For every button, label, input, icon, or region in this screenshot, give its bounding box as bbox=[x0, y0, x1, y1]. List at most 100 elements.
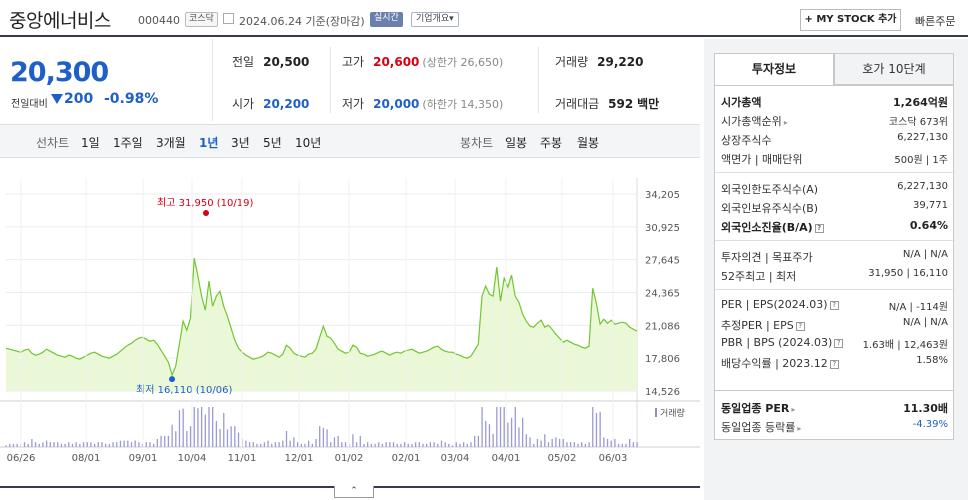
high-marker bbox=[203, 210, 209, 216]
company-overview-button[interactable]: 기업개요▾ bbox=[411, 12, 459, 27]
volume-bar bbox=[592, 407, 594, 447]
volume-bar bbox=[289, 440, 291, 447]
volume-bar bbox=[389, 442, 391, 447]
x-tick-label: 12/01 bbox=[285, 453, 314, 464]
chevron-right-icon[interactable]: ▸ bbox=[783, 118, 788, 127]
volume-bar bbox=[547, 442, 550, 447]
y-tick-label: 14,526 bbox=[645, 387, 680, 398]
info-row: 투자의견 | 목표주가 N/A | N/A bbox=[721, 249, 948, 265]
volume-bar bbox=[529, 437, 531, 447]
volume-bar bbox=[212, 407, 214, 447]
tab-3y[interactable]: 3년 bbox=[231, 136, 250, 150]
tab-3m[interactable]: 3개월 bbox=[156, 136, 186, 150]
info-row: 52주최고 | 최저 31,950 | 16,110 bbox=[721, 268, 948, 284]
info-row: 동일업종 등락률 ▸ -4.39% bbox=[721, 419, 948, 435]
volume-legend-swatch bbox=[655, 408, 657, 417]
help-icon[interactable]: ? bbox=[834, 339, 844, 348]
volume-bar bbox=[315, 439, 317, 447]
x-tick-label: 09/01 bbox=[129, 453, 158, 464]
info-row-label: 상장주식수 bbox=[721, 134, 772, 147]
volume-bar bbox=[326, 429, 328, 447]
volume-bar bbox=[322, 427, 325, 447]
help-icon[interactable]: ? bbox=[829, 360, 839, 369]
volume-bar bbox=[606, 439, 609, 447]
tab-daily[interactable]: 일봉 bbox=[505, 136, 528, 150]
chevron-right-icon[interactable]: ▸ bbox=[791, 405, 796, 414]
volume-bar bbox=[105, 443, 107, 447]
volume-bar bbox=[226, 429, 229, 447]
volume-bar bbox=[23, 442, 26, 447]
volume-bar bbox=[138, 442, 140, 447]
volume-bar bbox=[156, 439, 158, 447]
help-icon[interactable]: ? bbox=[795, 322, 805, 331]
volume-bar bbox=[278, 442, 280, 447]
tab-weekly[interactable]: 주봉 bbox=[540, 136, 563, 150]
tab-investment-info[interactable]: 투자정보 bbox=[714, 53, 834, 85]
tab-10y[interactable]: 10년 bbox=[295, 136, 322, 150]
chevron-right-icon[interactable]: ▸ bbox=[797, 424, 802, 433]
volume-bar bbox=[160, 435, 162, 447]
volume-bar bbox=[215, 421, 218, 447]
quick-order-link[interactable]: 빠른주문 bbox=[915, 15, 956, 28]
divider bbox=[538, 47, 539, 113]
volume-bar bbox=[625, 443, 627, 447]
info-row-label: PER | EPS(2024.03)? bbox=[721, 298, 839, 311]
down-arrow-icon bbox=[51, 94, 63, 104]
volume-bar bbox=[525, 434, 527, 447]
volume-bar bbox=[27, 443, 29, 447]
y-tick-label: 34,205 bbox=[645, 190, 680, 201]
chart-period-tabs: 선차트 1일 1주일 3개월 1년 3년 5년 10년 봉차트 일봉 주봉 월봉 bbox=[0, 124, 700, 158]
info-row-value: 코스닥 673위 bbox=[888, 117, 948, 128]
current-price: 20,300 bbox=[10, 57, 109, 88]
tab-1y[interactable]: 1년 bbox=[199, 136, 219, 150]
help-icon[interactable]: ? bbox=[814, 224, 824, 233]
volume-bar bbox=[485, 421, 487, 447]
volume-bar bbox=[614, 439, 616, 447]
volume-bar bbox=[256, 443, 258, 447]
volume-bar bbox=[396, 443, 398, 447]
volume-bar bbox=[621, 443, 623, 447]
info-row-label: 액면가 | 매매단위 bbox=[721, 153, 803, 166]
volume-bar bbox=[337, 435, 339, 447]
volume-bar bbox=[518, 427, 520, 447]
company-overview-label: 기업개요 bbox=[416, 14, 450, 24]
info-row-value: 1.63배 | 12,463원 bbox=[862, 340, 948, 351]
volume-bar bbox=[566, 442, 568, 447]
volume-bar bbox=[451, 445, 454, 447]
volume-bar bbox=[9, 443, 11, 447]
tab-1d[interactable]: 1일 bbox=[81, 136, 100, 150]
volume-bar bbox=[149, 442, 151, 447]
add-my-stock-button[interactable]: + MY STOCK 추가 bbox=[800, 9, 901, 31]
tab-monthly[interactable]: 월봉 bbox=[577, 136, 600, 150]
volume-bar bbox=[603, 437, 605, 447]
volume-bar bbox=[200, 407, 203, 447]
tab-5y[interactable]: 5년 bbox=[263, 136, 282, 150]
volume-bar bbox=[499, 407, 502, 447]
amount-label: 거래대금 bbox=[555, 97, 600, 111]
volume-bar bbox=[119, 440, 122, 447]
info-row-label: 외국인소진율(B/A)? bbox=[721, 219, 824, 235]
volume-bar bbox=[57, 442, 59, 447]
tab-order-book[interactable]: 호가 10단계 bbox=[834, 53, 954, 85]
volume-bar bbox=[573, 442, 575, 447]
volume-bar bbox=[5, 445, 7, 447]
volume-bar bbox=[599, 411, 601, 447]
price-chart[interactable]: 34,205 30,925 27,645 24,365 21,086 17,806 14,5… bbox=[0, 158, 700, 488]
info-row-label: 외국인한도주식수(A) bbox=[721, 183, 819, 196]
volume-bar bbox=[617, 443, 620, 447]
tab-1w[interactable]: 1주일 bbox=[113, 136, 143, 150]
help-icon[interactable]: ? bbox=[829, 301, 839, 310]
info-row-label: 동일업종 등락률 ▸ bbox=[721, 421, 802, 434]
volume-bar bbox=[219, 429, 221, 447]
quote-table: 전일 20,500 시가 20,200 고가 20,600 (상한가 26,650) 저… bbox=[0, 39, 700, 121]
x-tick-label: 08/01 bbox=[72, 453, 101, 464]
volume-label: 거래량 bbox=[555, 55, 589, 69]
section-divider bbox=[715, 289, 955, 290]
info-row-label: 52주최고 | 최저 bbox=[721, 270, 797, 283]
collapse-button[interactable]: ⌃ bbox=[334, 486, 374, 498]
volume-bar bbox=[127, 440, 129, 447]
volume-bar bbox=[381, 443, 384, 447]
volume-bar bbox=[448, 443, 450, 447]
volume-bar bbox=[164, 435, 166, 447]
realtime-badge[interactable]: 실시간 bbox=[370, 12, 403, 27]
